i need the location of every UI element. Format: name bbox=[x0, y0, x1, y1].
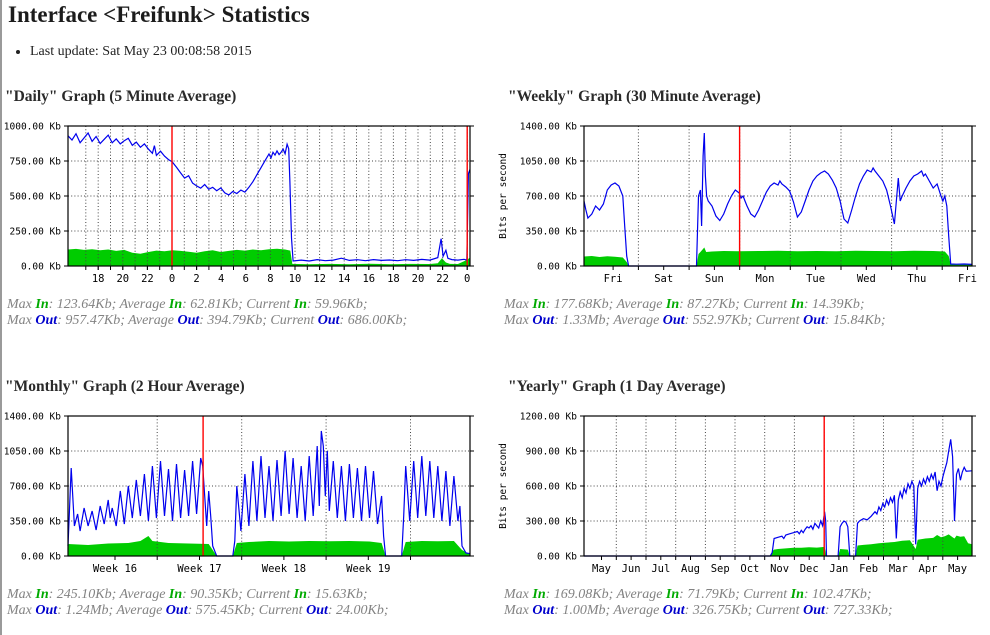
weekly-stats-out: Max Out: 1.33Mb; Average Out: 552.97Kb; … bbox=[504, 313, 886, 328]
svg-text:Dec: Dec bbox=[800, 563, 819, 575]
daily-graph-section: "Daily" Graph (5 Minute Average) 1000.00… bbox=[4, 88, 497, 329]
monthly-stats-out: Max Out: 1.24Mb; Average Out: 575.45Kb; … bbox=[7, 603, 389, 618]
svg-text:250.00 Kb: 250.00 Kb bbox=[10, 227, 62, 238]
svg-text:May: May bbox=[592, 563, 611, 575]
svg-text:Apr: Apr bbox=[919, 563, 938, 575]
svg-text:6: 6 bbox=[243, 273, 249, 285]
svg-text:14: 14 bbox=[338, 273, 351, 285]
svg-text:Nov: Nov bbox=[770, 563, 789, 575]
svg-text:20: 20 bbox=[412, 273, 425, 285]
svg-text:Jul: Jul bbox=[651, 563, 670, 575]
last-update-text: Last update: Sat May 23 00:08:58 2015 bbox=[30, 44, 252, 60]
svg-text:700.00 Kb: 700.00 Kb bbox=[10, 482, 62, 493]
svg-text:Sun: Sun bbox=[705, 273, 724, 285]
svg-text:Mar: Mar bbox=[889, 563, 908, 575]
yearly-graph-heading: "Yearly" Graph (1 Day Average) bbox=[508, 378, 726, 395]
svg-text:0.00 Kb: 0.00 Kb bbox=[21, 552, 61, 563]
monthly-stats: Max In: 245.10Kb; Average In: 90.35Kb; C… bbox=[5, 587, 497, 619]
svg-text:Jan: Jan bbox=[829, 563, 848, 575]
svg-text:1050.00 Kb: 1050.00 Kb bbox=[4, 447, 61, 458]
svg-text:22: 22 bbox=[141, 273, 154, 285]
svg-text:Week 19: Week 19 bbox=[346, 563, 390, 575]
monthly-graph-section: "Monthly" Graph (2 Hour Average) 1400.00… bbox=[4, 378, 497, 619]
svg-text:1400.00 Kb: 1400.00 Kb bbox=[4, 412, 61, 423]
svg-text:12: 12 bbox=[313, 273, 326, 285]
monthly-stats-in: Max In: 245.10Kb; Average In: 90.35Kb; C… bbox=[7, 587, 368, 602]
svg-text:Week 18: Week 18 bbox=[262, 563, 306, 575]
svg-text:500.00 Kb: 500.00 Kb bbox=[10, 192, 62, 203]
weekly-graph-heading: "Weekly" Graph (30 Minute Average) bbox=[508, 88, 761, 105]
svg-text:May: May bbox=[948, 563, 967, 575]
svg-text:2: 2 bbox=[193, 273, 199, 285]
yearly-stats-out: Max Out: 1.00Mb; Average Out: 326.75Kb; … bbox=[504, 603, 893, 618]
svg-text:Bits per second: Bits per second bbox=[498, 153, 509, 239]
svg-text:Week 16: Week 16 bbox=[93, 563, 137, 575]
svg-text:Fri: Fri bbox=[604, 273, 623, 285]
svg-text:18: 18 bbox=[387, 273, 400, 285]
yearly-stats-in: Max In: 169.08Kb; Average In: 71.79Kb; C… bbox=[504, 587, 872, 602]
svg-text:Feb: Feb bbox=[859, 563, 878, 575]
yearly-graph: 1200.00 Kb 900.00 Kb 600.00 Kb 300.00 Kb 0.0… bbox=[496, 410, 988, 582]
daily-stats-in: Max In: 123.64Kb; Average In: 62.81Kb; C… bbox=[7, 297, 368, 312]
svg-text:Aug: Aug bbox=[681, 563, 700, 575]
svg-text:Mon: Mon bbox=[756, 273, 775, 285]
svg-text:0.00 Kb: 0.00 Kb bbox=[21, 262, 61, 273]
svg-text:300.00 Kb: 300.00 Kb bbox=[526, 517, 578, 528]
svg-text:8: 8 bbox=[267, 273, 273, 285]
yearly-graph-section: "Yearly" Graph (1 Day Average) 1200.00 K… bbox=[496, 378, 988, 619]
svg-text:4: 4 bbox=[218, 273, 224, 285]
svg-text:700.00 Kb: 700.00 Kb bbox=[526, 192, 578, 203]
svg-text:0.00 Kb: 0.00 Kb bbox=[537, 262, 577, 273]
svg-text:Bits per second: Bits per second bbox=[498, 443, 509, 529]
update-list: Last update: Sat May 23 00:08:58 2015 bbox=[14, 44, 252, 60]
svg-text:16: 16 bbox=[362, 273, 375, 285]
daily-stats: Max In: 123.64Kb; Average In: 62.81Kb; C… bbox=[5, 297, 497, 329]
svg-text:Jun: Jun bbox=[622, 563, 641, 575]
svg-text:0: 0 bbox=[464, 273, 470, 285]
svg-text:Fri: Fri bbox=[958, 273, 977, 285]
svg-text:Sat: Sat bbox=[654, 273, 673, 285]
svg-text:Thu: Thu bbox=[907, 273, 926, 285]
weekly-graph-section: "Weekly" Graph (30 Minute Average) 1400.… bbox=[496, 88, 988, 329]
monthly-graph-heading: "Monthly" Graph (2 Hour Average) bbox=[5, 378, 245, 395]
svg-text:20: 20 bbox=[116, 273, 129, 285]
yearly-stats: Max In: 169.08Kb; Average In: 71.79Kb; C… bbox=[496, 587, 988, 619]
svg-text:Tue: Tue bbox=[806, 273, 825, 285]
weekly-stats: Max In: 177.68Kb; Average In: 87.27Kb; C… bbox=[496, 297, 988, 329]
svg-text:1400.00 Kb: 1400.00 Kb bbox=[520, 122, 577, 133]
svg-text:10: 10 bbox=[289, 273, 302, 285]
svg-text:18: 18 bbox=[92, 273, 105, 285]
svg-text:Week 17: Week 17 bbox=[177, 563, 221, 575]
weekly-stats-in: Max In: 177.68Kb; Average In: 87.27Kb; C… bbox=[504, 297, 865, 312]
daily-graph-heading: "Daily" Graph (5 Minute Average) bbox=[5, 88, 237, 105]
svg-text:22: 22 bbox=[436, 273, 449, 285]
svg-text:900.00 Kb: 900.00 Kb bbox=[526, 447, 578, 458]
weekly-graph: 1400.00 Kb 1050.00 Kb 700.00 Kb 350.00 Kb 0.… bbox=[496, 120, 988, 292]
page-title: Interface <Freifunk> Statistics bbox=[8, 2, 310, 27]
svg-text:1000.00 Kb: 1000.00 Kb bbox=[4, 122, 61, 133]
svg-text:600.00 Kb: 600.00 Kb bbox=[526, 482, 578, 493]
svg-text:1050.00 Kb: 1050.00 Kb bbox=[520, 157, 577, 168]
svg-text:Wed: Wed bbox=[857, 273, 876, 285]
svg-text:350.00 Kb: 350.00 Kb bbox=[10, 517, 62, 528]
svg-text:0: 0 bbox=[169, 273, 175, 285]
svg-text:Sep: Sep bbox=[711, 563, 730, 575]
svg-text:Oct: Oct bbox=[740, 563, 759, 575]
svg-text:0.00 Kb: 0.00 Kb bbox=[537, 552, 577, 563]
monthly-graph: 1400.00 Kb 1050.00 Kb 700.00 Kb 350.00 Kb 0.… bbox=[4, 410, 497, 582]
daily-stats-out: Max Out: 957.47Kb; Average Out: 394.79Kb… bbox=[7, 313, 408, 328]
svg-text:750.00 Kb: 750.00 Kb bbox=[10, 157, 62, 168]
svg-text:1200.00 Kb: 1200.00 Kb bbox=[520, 412, 577, 423]
svg-text:350.00 Kb: 350.00 Kb bbox=[526, 227, 578, 238]
daily-graph: 1000.00 Kb 750.00 Kb 500.00 Kb 250.00 Kb 0.0… bbox=[4, 120, 497, 292]
